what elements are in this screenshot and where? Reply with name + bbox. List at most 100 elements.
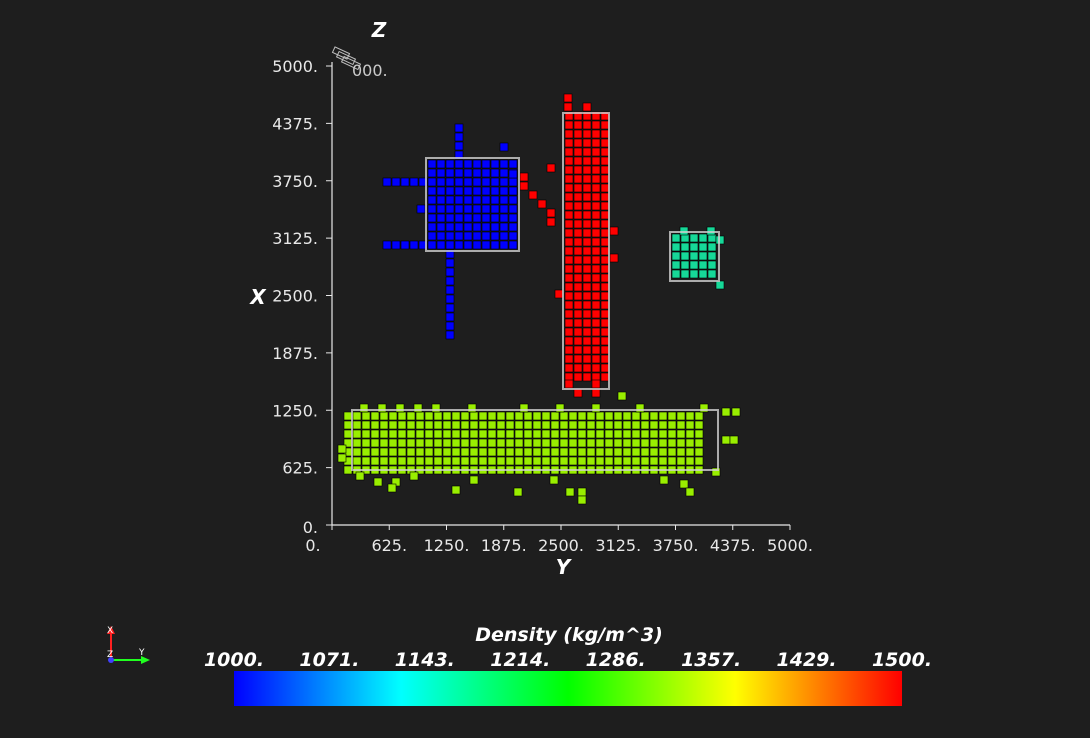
blue-body-voxel	[454, 186, 464, 196]
x-tick-label: 3125.	[595, 536, 641, 555]
blue-body-voxel	[436, 195, 446, 205]
blue-body-voxel	[436, 177, 446, 187]
lime-body[interactable]	[337, 391, 741, 505]
blue-body-voxel	[481, 231, 491, 241]
blue-body-voxel	[490, 231, 500, 241]
lime-body-voxel	[343, 465, 353, 475]
lime-body-voxel	[379, 438, 389, 448]
lime-body-voxel	[487, 447, 497, 457]
red-body-voxel	[573, 300, 583, 310]
y-tick-label: 5000.	[272, 57, 318, 76]
colorbar-gradient[interactable]	[234, 671, 902, 706]
lime-body-voxel	[565, 487, 575, 497]
blue-body-voxel	[454, 141, 464, 151]
red-body-voxel	[573, 264, 583, 274]
red-body-voxel	[582, 102, 592, 112]
lime-body-voxel	[640, 420, 650, 430]
red-body-voxel	[537, 199, 547, 209]
lime-body-voxel	[496, 447, 506, 457]
blue-body-voxel	[454, 240, 464, 250]
lime-body-voxel	[568, 438, 578, 448]
blue-body-voxel	[463, 222, 473, 232]
red-body[interactable]	[519, 93, 619, 398]
blue-body-voxel	[508, 195, 518, 205]
blue-body-voxel	[481, 186, 491, 196]
teal-body-voxel	[707, 242, 717, 252]
blue-body-voxel	[445, 312, 455, 322]
blue-body-voxel	[436, 240, 446, 250]
blue-body-voxel	[445, 231, 455, 241]
lime-body-voxel	[559, 411, 569, 421]
blue-body[interactable]	[382, 123, 518, 340]
lime-body-voxel	[577, 438, 587, 448]
x-tick-label: 0.	[305, 536, 320, 555]
y-tick-label: 625.	[282, 459, 318, 478]
lime-body-voxel	[568, 456, 578, 466]
red-body-voxel	[591, 120, 601, 130]
red-body-voxel	[554, 289, 564, 299]
lime-body-voxel	[505, 420, 515, 430]
y-tick-label: 0.	[303, 518, 318, 537]
voxel-bodies[interactable]	[337, 93, 741, 505]
colorbar-tick-label: 1500.	[872, 649, 932, 671]
y-tick-label: 3125.	[272, 229, 318, 248]
lime-body-voxel	[395, 403, 405, 413]
lime-body-voxel	[379, 456, 389, 466]
red-body-voxel	[564, 165, 574, 175]
red-body-voxel	[573, 120, 583, 130]
lime-body-voxel	[352, 411, 362, 421]
red-body-voxel	[582, 300, 592, 310]
red-body-voxel	[563, 102, 573, 112]
lime-body-voxel	[541, 456, 551, 466]
lime-body-voxel	[577, 447, 587, 457]
lime-body-voxel	[640, 411, 650, 421]
teal-body[interactable]	[671, 226, 725, 290]
blue-body-voxel	[454, 231, 464, 241]
red-body-voxel	[582, 309, 592, 319]
colorbar-title: Density (kg/m^3)	[475, 624, 663, 646]
red-body-voxel	[600, 120, 610, 130]
y-tick-label: 2500.	[272, 287, 318, 306]
blue-body-voxel	[463, 204, 473, 214]
lime-body-voxel	[541, 429, 551, 439]
blue-body-voxel	[490, 168, 500, 178]
lime-body-voxel	[496, 438, 506, 448]
lime-body-voxel	[433, 438, 443, 448]
red-body-voxel	[582, 363, 592, 373]
lime-body-voxel	[577, 456, 587, 466]
teal-body-voxel	[698, 242, 708, 252]
lime-body-voxel	[617, 391, 627, 401]
lime-body-voxel	[667, 438, 677, 448]
red-body-voxel	[600, 219, 610, 229]
colorbar-labels: 1000. 1071. 1143. 1214. 1286. 1357. 1429. 1500.	[204, 649, 932, 671]
blue-body-voxel	[508, 177, 518, 187]
red-body-voxel	[591, 138, 601, 148]
lime-body-voxel	[442, 447, 452, 457]
red-body-voxel	[564, 156, 574, 166]
lime-body-voxel	[406, 447, 416, 457]
red-body-voxel	[591, 255, 601, 265]
teal-body-voxel	[680, 242, 690, 252]
lime-body-voxel	[640, 438, 650, 448]
blue-body-voxel	[463, 168, 473, 178]
red-body-voxel	[573, 336, 583, 346]
lime-body-voxel	[694, 420, 704, 430]
lime-body-voxel	[577, 495, 587, 505]
lime-body-voxel	[658, 447, 668, 457]
blue-body-voxel	[427, 168, 437, 178]
red-body-voxel	[573, 354, 583, 364]
blue-body-voxel	[472, 213, 482, 223]
lime-body-voxel	[496, 429, 506, 439]
red-body-voxel	[600, 174, 610, 184]
blue-body-voxel	[427, 231, 437, 241]
teal-body-voxel	[671, 251, 681, 261]
red-body-voxel	[600, 255, 610, 265]
red-body-voxel	[564, 379, 574, 389]
lime-body-voxel	[595, 420, 605, 430]
red-body-voxel	[564, 345, 574, 355]
lime-body-voxel	[469, 429, 479, 439]
blue-body-voxel	[499, 186, 509, 196]
y-tick-label: 4375.	[272, 114, 318, 133]
